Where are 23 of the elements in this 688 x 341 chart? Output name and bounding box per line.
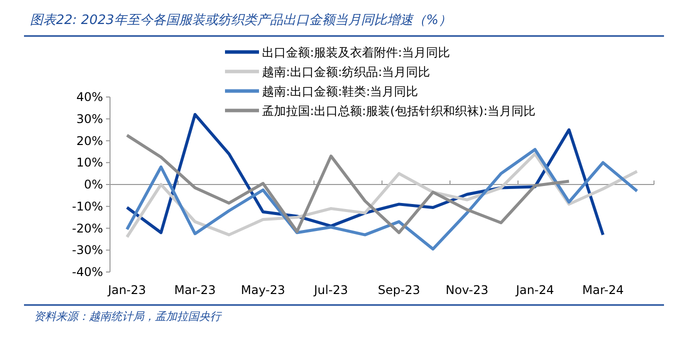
x-tick-label: Jan-23 (106, 283, 146, 297)
text: 资料来源：越南统计局，孟加拉国央行 (34, 310, 223, 323)
legend-label: 越南:出口金额:鞋类:当月同比 (262, 84, 418, 98)
y-tick-label: 20% (76, 134, 103, 148)
x-tick-label: Mar-23 (174, 283, 216, 297)
x-tick-label: Nov-23 (446, 283, 488, 297)
x-tick-label: Sep-23 (378, 283, 420, 297)
y-tick-label: 10% (76, 156, 103, 170)
y-tick-label: -40% (72, 265, 103, 279)
y-tick-label: 40% (76, 90, 103, 104)
y-tick-label: 0% (84, 178, 103, 192)
legend-label: 出口金额:服装及衣着附件:当月同比 (262, 46, 450, 60)
legend-label: 孟加拉国:出口总额:服装(包括针织和织袜):当月同比 (262, 104, 536, 118)
x-tick-label: Jul-23 (312, 283, 348, 297)
legend-label: 越南:出口金额:纺织品:当月同比 (262, 65, 430, 79)
y-tick-label: -20% (72, 221, 103, 236)
x-tick-label: May-23 (240, 283, 286, 297)
y-tick-label: -10% (72, 199, 103, 214)
chart-title: 图表22: 2023年至今各国服装或纺织类产品出口金额当月同比增速（%） (30, 13, 452, 28)
x-tick-label: Mar-24 (582, 283, 624, 297)
x-tick-label: Jan-24 (514, 283, 554, 297)
y-tick-label: -30% (72, 243, 103, 258)
y-tick-label: 30% (76, 112, 103, 126)
